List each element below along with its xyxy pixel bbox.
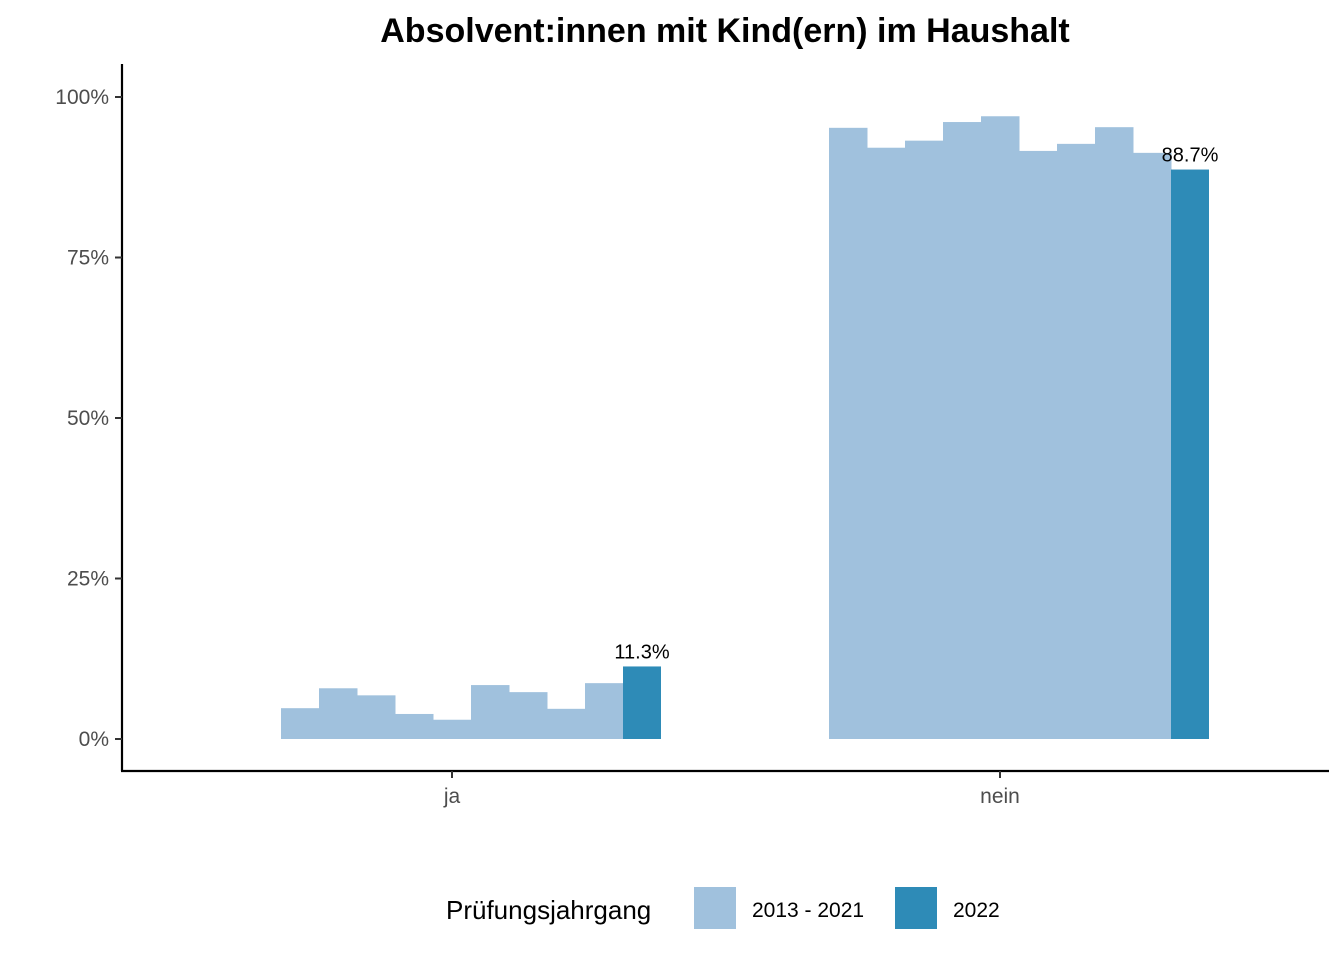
x-axis-ticks: ja nein	[443, 771, 1020, 808]
bar-nein-history-4	[943, 122, 982, 739]
legend-label-2022: 2022	[953, 899, 1000, 922]
bar-ja-history-7	[509, 692, 548, 739]
bar-nein-history-2	[867, 147, 906, 739]
bar-nein-history-3	[905, 140, 944, 739]
bar-ja-history-3	[357, 695, 396, 739]
bars-group	[281, 116, 1209, 740]
legend: Prüfungsjahrgang 2013 - 2021 2022	[446, 887, 1000, 929]
y-tick-label: 50%	[67, 407, 109, 430]
y-tick-label: 100%	[55, 86, 109, 109]
bar-ja-history-6	[471, 685, 510, 739]
legend-swatch-2022	[895, 887, 937, 929]
bar-nein-history-5	[981, 116, 1020, 739]
bar-nein-history-8	[1095, 127, 1134, 739]
bar-nein-history-7	[1057, 143, 1096, 740]
bar-ja-history-1	[281, 708, 320, 739]
bar-nein-history-9	[1133, 152, 1172, 739]
y-tick-label: 0%	[79, 728, 109, 751]
bar-nein-history-6	[1019, 150, 1058, 740]
y-tick-label: 75%	[67, 247, 109, 270]
bar-ja-history-5	[433, 719, 472, 739]
bar-ja-history-9	[585, 683, 624, 739]
bar-ja-history-8	[547, 708, 586, 739]
data-labels-group: 11.3% 88.7%	[614, 145, 1218, 664]
legend-title: Prüfungsjahrgang	[446, 895, 651, 925]
data-label-nein-2022: 88.7%	[1162, 145, 1219, 167]
x-tick-label-nein: nein	[980, 785, 1020, 808]
x-tick-label-ja: ja	[443, 785, 461, 808]
bar-nein-2022	[1171, 169, 1209, 739]
y-tick-label: 25%	[67, 568, 109, 591]
chart-title: Absolvent:innen mit Kind(ern) im Haushal…	[380, 12, 1069, 50]
bar-nein-history-1	[829, 127, 868, 740]
bar-ja-history-4	[395, 713, 434, 739]
bar-ja-2022	[623, 666, 661, 739]
y-axis-ticks: 0% 25% 50% 75% 100%	[55, 86, 122, 751]
data-label-ja-2022: 11.3%	[614, 641, 669, 663]
legend-swatch-2013-2021	[694, 887, 736, 929]
legend-label-2013-2021: 2013 - 2021	[752, 899, 864, 922]
bar-ja-history-2	[319, 688, 358, 739]
